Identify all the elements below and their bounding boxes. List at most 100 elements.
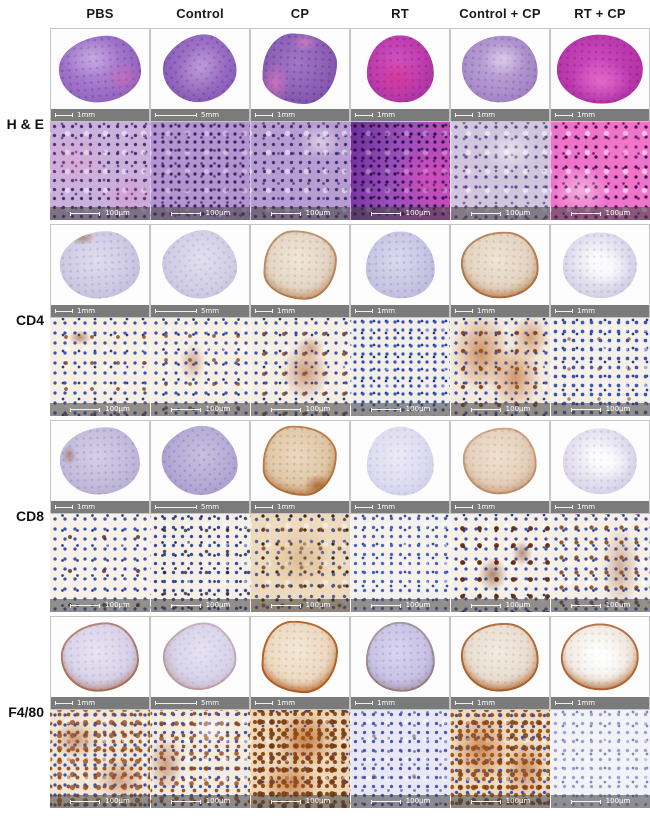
overview-row: 1mm 5mm 1mm 1mm 1mm 1mm xyxy=(50,420,650,514)
scale-label: 100µm xyxy=(305,797,331,805)
tissue-area xyxy=(351,225,449,305)
scale-label: 100µm xyxy=(305,405,331,413)
tissue-area xyxy=(451,225,549,305)
panel-overview: 1mm xyxy=(50,28,150,122)
scale-bracket xyxy=(55,113,73,117)
scale-label: 1mm xyxy=(377,502,396,511)
scale-bracket xyxy=(270,799,301,804)
panel-overview: 1mm xyxy=(550,224,650,318)
scale-bracket xyxy=(570,211,601,216)
tissue-section xyxy=(151,617,249,707)
tissue-section xyxy=(459,229,541,301)
scale-bracket xyxy=(470,799,501,804)
tissue-area xyxy=(351,421,449,501)
scale-bracket xyxy=(170,603,201,608)
scale-bar: 100µm xyxy=(451,403,550,416)
scale-bracket xyxy=(555,113,573,117)
row-label: F4/80 xyxy=(8,704,44,720)
scale-bar: 100µm xyxy=(151,403,250,416)
scale-bar: 1mm xyxy=(51,501,149,513)
scale-label: 100µm xyxy=(105,601,130,609)
scale-label: 5mm xyxy=(201,110,220,119)
scale-bracket xyxy=(155,309,197,313)
scale-bracket xyxy=(455,113,473,117)
panel-overview: 5mm xyxy=(150,28,250,122)
scale-label: 1mm xyxy=(77,110,96,119)
scale-bar: 100µm xyxy=(451,795,550,808)
panel-magnified: 100µm xyxy=(350,318,450,416)
scale-label: 1mm xyxy=(77,306,96,315)
panel-overview: 5mm xyxy=(150,616,250,710)
scale-bar: 1mm xyxy=(551,501,649,513)
overview-row: 1mm 5mm 1mm 1mm 1mm 1mm xyxy=(50,224,650,318)
scale-label: 1mm xyxy=(477,502,496,511)
scale-bracket xyxy=(370,799,401,804)
scale-bar: 100µm xyxy=(551,795,650,808)
overview-row: 1mm 5mm 1mm 1mm 1mm 1mm xyxy=(50,616,650,710)
tissue-section xyxy=(366,426,434,496)
panel-overview: 1mm xyxy=(450,224,550,318)
panel-overview: 1mm xyxy=(350,420,450,514)
tissue-area xyxy=(251,29,349,109)
scale-bracket xyxy=(70,407,101,412)
scale-label: 1mm xyxy=(277,306,296,315)
row-label: CD8 xyxy=(15,508,44,524)
scale-bracket xyxy=(355,113,373,117)
scale-bracket xyxy=(470,211,501,216)
panel-overview: 1mm xyxy=(250,28,350,122)
scale-bar: 100µm xyxy=(451,599,550,612)
scale-bar: 1mm xyxy=(251,697,349,709)
row-label: H & E xyxy=(6,116,44,132)
tissue-section xyxy=(151,29,249,118)
scale-label: 1mm xyxy=(377,110,396,119)
tissue-area xyxy=(251,617,349,697)
tissue-section xyxy=(260,31,340,107)
scale-bar: 1mm xyxy=(551,305,649,317)
tissue-section xyxy=(459,620,541,694)
scale-bar: 1mm xyxy=(451,697,549,709)
scale-label: 1mm xyxy=(77,502,96,511)
panel-magnified: 100µm xyxy=(350,710,450,808)
scale-bracket xyxy=(370,407,401,412)
column-header: Control xyxy=(176,6,224,21)
tissue-area xyxy=(51,617,149,697)
scale-bracket xyxy=(455,505,473,509)
scale-bracket xyxy=(570,603,601,608)
scale-label: 1mm xyxy=(477,698,496,707)
tissue-section xyxy=(260,619,340,695)
scale-label: 100µm xyxy=(505,797,531,805)
tissue-section xyxy=(58,426,142,496)
scale-bar: 1mm xyxy=(451,109,549,121)
scale-bar: 100µm xyxy=(50,599,150,612)
scale-label: 1mm xyxy=(377,698,396,707)
magnified-row: 100µm 100µm 100µm 100µm 100µm 100µm xyxy=(50,318,650,416)
scale-bracket xyxy=(170,407,201,412)
panel-magnified: 100µm xyxy=(250,122,350,220)
panel-overview: 1mm xyxy=(250,420,350,514)
tissue-section xyxy=(364,620,436,694)
panel-magnified: 100µm xyxy=(550,514,650,612)
scale-label: 1mm xyxy=(577,110,596,119)
tissue-section xyxy=(365,34,435,104)
scale-bar: 100µm xyxy=(50,403,150,416)
panel-overview: 1mm xyxy=(550,28,650,122)
panel-magnified: 100µm xyxy=(150,318,250,416)
scale-bar: 1mm xyxy=(351,305,449,317)
scale-bar: 1mm xyxy=(351,109,449,121)
scale-bracket xyxy=(70,603,101,608)
tissue-area xyxy=(251,225,349,305)
scale-bar: 1mm xyxy=(251,109,349,121)
scale-label: 1mm xyxy=(477,110,496,119)
scale-label: 1mm xyxy=(277,502,296,511)
panel-overview: 1mm xyxy=(550,616,650,710)
scale-bracket xyxy=(55,505,73,509)
scale-label: 100µm xyxy=(305,209,331,217)
scale-label: 1mm xyxy=(377,306,396,315)
scale-bracket xyxy=(370,211,401,216)
tissue-area xyxy=(51,421,149,501)
scale-bar: 1mm xyxy=(51,109,149,121)
panel-magnified: 100µm xyxy=(50,514,150,612)
row-label-gutter: H & E CD4 CD8 F4/80 xyxy=(0,0,50,818)
tissue-section xyxy=(560,623,640,691)
